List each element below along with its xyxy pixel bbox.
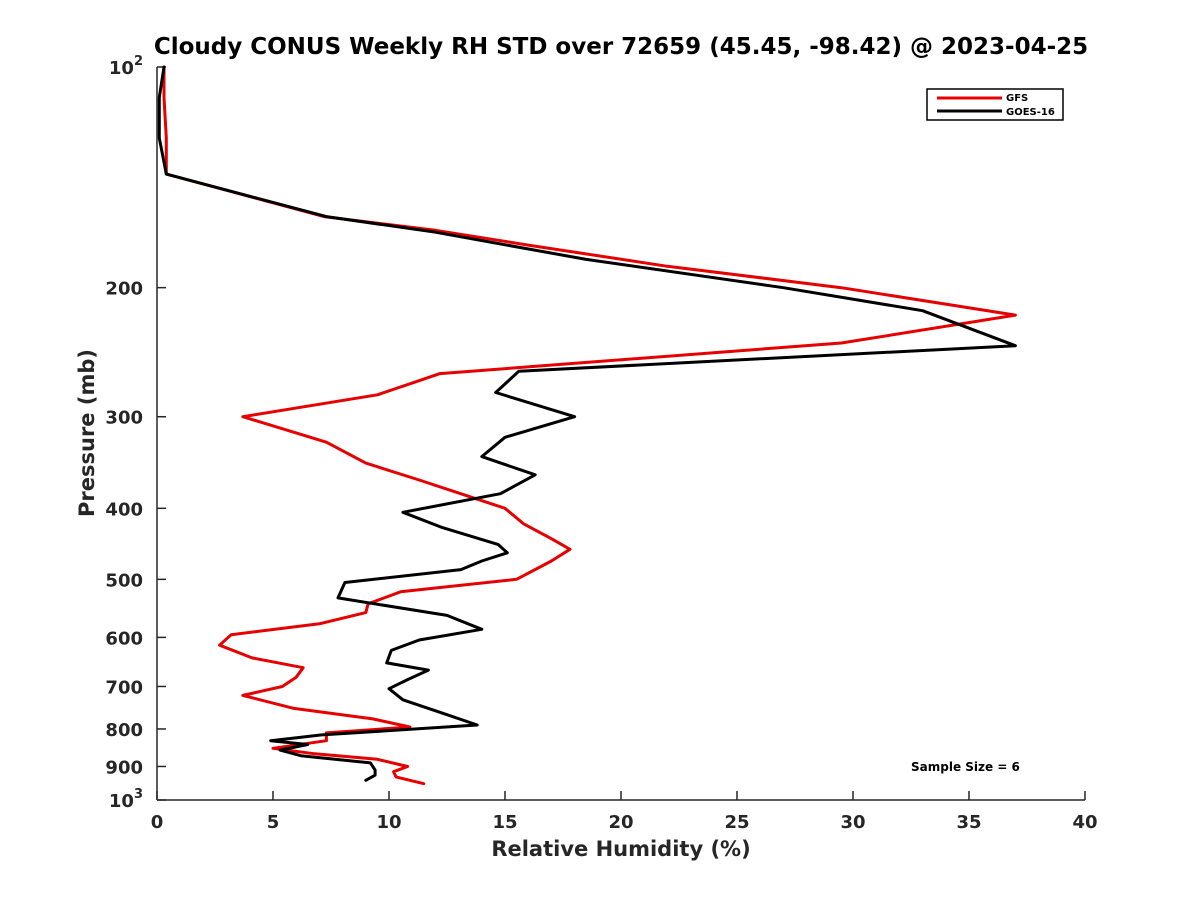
chart-title: Cloudy CONUS Weekly RH STD over 72659 (4…: [154, 34, 1088, 60]
y-tick-label: 300: [105, 408, 143, 429]
series-line-goes-16: [157, 65, 1017, 782]
sample-size-annotation: Sample Size = 6: [911, 760, 1020, 774]
x-tick-label: 5: [267, 812, 280, 833]
y-tick-label: 600: [105, 628, 143, 649]
legend-label-gfs: GFS: [1006, 93, 1028, 104]
y-axis-label: Pressure (mb): [75, 349, 99, 517]
x-axis-label: Relative Humidity (%): [491, 837, 750, 861]
y-tick-label: 500: [105, 570, 143, 591]
y-tick-label: 103: [109, 787, 143, 812]
x-tick-label: 25: [724, 812, 749, 833]
x-tick-label: 30: [840, 812, 865, 833]
y-tick-label: 400: [105, 499, 143, 520]
x-tick-label: 35: [956, 812, 981, 833]
y-tick-label: 900: [105, 757, 143, 778]
y-tick-label: 800: [105, 720, 143, 741]
x-tick-label: 10: [376, 812, 401, 833]
series-layer: [157, 65, 1017, 786]
x-tick-label: 40: [1072, 812, 1097, 833]
legend-label-goes-16: GOES-16: [1006, 107, 1055, 118]
x-tick-label: 20: [608, 812, 633, 833]
y-tick-label: 200: [105, 279, 143, 300]
y-tick-label: 700: [105, 677, 143, 698]
legend-box: [926, 88, 1064, 121]
ticks: 0 5 10 15 20 25 30 35 40 102 200 300 400 500 600 700 800…: [105, 54, 1097, 833]
y-tick-label: 102: [109, 54, 143, 79]
x-tick-label: 15: [492, 812, 517, 833]
series-line-gfs: [162, 65, 1017, 786]
x-tick-label: 0: [151, 812, 164, 833]
legend: GFS GOES-16: [926, 88, 1064, 121]
